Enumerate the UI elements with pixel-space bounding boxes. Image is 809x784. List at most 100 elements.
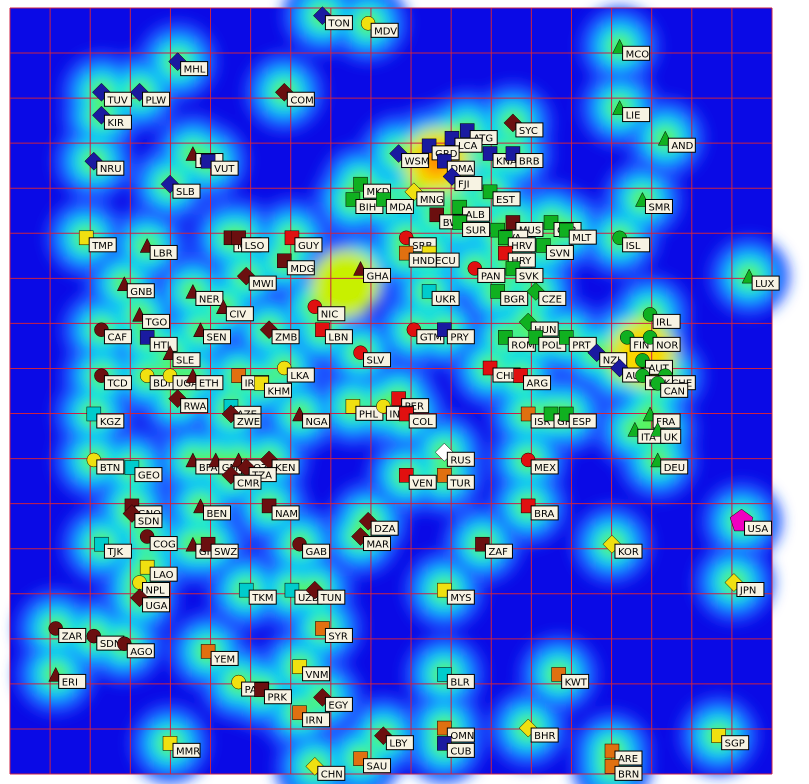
label-text: MUS <box>519 225 541 236</box>
label-text: TJK <box>106 547 123 558</box>
label-box <box>370 520 399 536</box>
label-text: LUX <box>755 279 774 290</box>
label-uk: UK <box>660 428 682 444</box>
label-text: MHL <box>184 65 206 76</box>
label-box <box>446 474 475 490</box>
label-box <box>408 413 437 429</box>
label-text: ROM <box>511 340 534 351</box>
label-box <box>408 252 437 268</box>
label-dza: DZA <box>370 520 399 536</box>
label-text: TKM <box>251 593 273 604</box>
label-box <box>302 712 331 728</box>
label-text: NAM <box>275 509 298 520</box>
label-text: MEX <box>534 463 556 474</box>
label-lca: LCA <box>454 137 483 153</box>
label-brb: BRB <box>515 153 544 169</box>
label-box <box>363 758 392 774</box>
label-text: GRC <box>557 417 578 428</box>
label-box <box>88 237 117 253</box>
label-col: COL <box>408 413 437 429</box>
label-text: PRK <box>267 693 287 704</box>
label-text: HUN <box>534 325 556 336</box>
label-text: BIH <box>359 203 376 214</box>
label-box <box>622 45 651 61</box>
label-text: ISL <box>626 241 641 252</box>
label-can: CAN <box>660 382 689 398</box>
label-text: CHN <box>321 769 343 780</box>
label-text: CMR <box>237 478 260 489</box>
label-vut: VUT <box>210 160 239 176</box>
label-hrv: HRV <box>507 237 536 253</box>
label-box <box>538 290 567 306</box>
label-text: UGA <box>176 379 198 390</box>
label-box <box>149 566 178 582</box>
label-box <box>530 505 559 521</box>
label-box <box>667 137 696 153</box>
label-mex: MEX <box>530 459 559 475</box>
label-smr: SMR <box>644 199 673 214</box>
label-box <box>652 313 681 329</box>
label-text: PRT <box>572 340 591 351</box>
label-geo: GEO <box>134 467 163 483</box>
label-box <box>492 191 521 207</box>
label-gab: GAB <box>302 543 331 559</box>
label-box <box>58 627 87 643</box>
label-ven: VEN <box>408 474 437 490</box>
label-text: KIR <box>107 118 124 129</box>
label-text: NPL <box>146 586 166 597</box>
label-text: DMA <box>450 164 473 175</box>
label-uga: UGA <box>142 597 171 613</box>
label-civ: CIV <box>225 306 254 322</box>
label-mco: MCO <box>622 45 651 61</box>
label-text: NER <box>199 294 220 305</box>
label-text: GNB <box>130 287 152 298</box>
label-kor: KOR <box>614 543 643 559</box>
label-box <box>363 267 392 283</box>
label-irn: IRN <box>302 712 331 728</box>
label-mda: MDA <box>385 199 414 214</box>
label-box <box>454 137 483 153</box>
label-mlt: MLT <box>568 229 597 245</box>
label-text: OMN <box>450 731 474 742</box>
label-text: BHR <box>534 731 555 742</box>
label-box <box>210 650 239 666</box>
label-text: BRB <box>519 157 540 168</box>
label-box <box>286 367 315 383</box>
label-text: LIE <box>626 111 641 122</box>
label-text: BGR <box>504 294 525 305</box>
label-text: ITA <box>641 432 656 443</box>
label-text: YEM <box>213 654 235 665</box>
label-ago: AGO <box>126 643 155 659</box>
label-nam: NAM <box>271 505 300 521</box>
label-text: LAO <box>153 570 173 581</box>
label-text: CHL <box>496 371 517 382</box>
label-box <box>462 221 491 237</box>
label-text: HRY <box>511 256 532 267</box>
label-text: COG <box>153 540 176 551</box>
label-usa: USA <box>744 520 773 536</box>
label-npl: NPL <box>142 582 171 597</box>
label-box <box>652 336 681 352</box>
label-mar: MAR <box>363 536 392 552</box>
label-text: CZE <box>542 294 562 305</box>
label-lka: LKA <box>286 367 315 383</box>
label-box <box>134 467 163 483</box>
label-text: NOR <box>656 340 678 351</box>
label-brn: BRN <box>614 765 643 781</box>
marker-mhl <box>168 52 187 71</box>
label-bgr: BGR <box>500 290 529 306</box>
label-text: ARE <box>618 754 638 765</box>
label-text: PAN <box>481 271 501 282</box>
label-box <box>195 375 224 391</box>
label-text: POL <box>542 340 562 351</box>
label-text: TCD <box>106 379 128 390</box>
label-text: IRQ <box>245 379 263 390</box>
label-box <box>210 160 239 176</box>
label-lby: LBY <box>385 735 414 751</box>
label-text: AGO <box>130 647 152 658</box>
label-box <box>530 727 559 743</box>
label-text: AND <box>671 141 693 152</box>
label-zaf: ZAF <box>484 543 513 559</box>
